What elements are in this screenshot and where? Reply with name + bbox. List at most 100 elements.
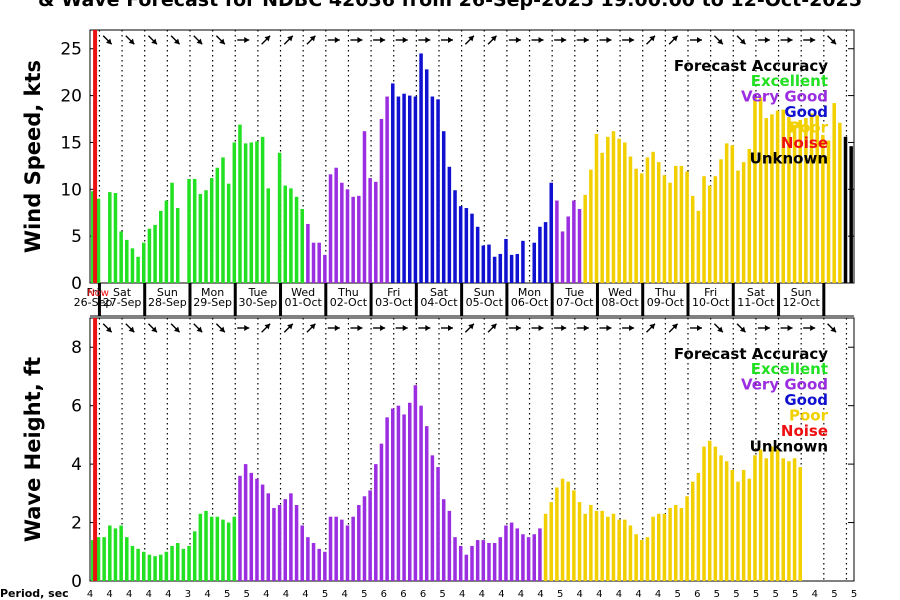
direction-arrow xyxy=(827,35,837,45)
wind-bar xyxy=(255,141,259,283)
wind-bar xyxy=(175,208,180,283)
period-value: 5 xyxy=(792,589,798,600)
direction-arrow xyxy=(440,325,453,331)
period-value: 4 xyxy=(263,589,269,600)
wind-bar xyxy=(475,226,480,283)
wind-bar xyxy=(424,69,429,283)
wind-bar xyxy=(843,136,848,283)
legend-entry: Good xyxy=(784,391,828,409)
wave-bar xyxy=(130,545,135,581)
wind-bar xyxy=(606,136,610,283)
wave-bar xyxy=(294,505,299,581)
direction-arrow xyxy=(215,35,226,45)
wind-bar xyxy=(374,181,378,283)
wave-bar xyxy=(475,540,480,581)
wave-bar xyxy=(328,516,333,581)
period-value: 4 xyxy=(812,589,818,600)
wind-bar xyxy=(226,183,231,283)
wind-bar xyxy=(209,178,214,283)
wind-bar xyxy=(538,226,542,283)
wave-bar xyxy=(407,402,412,581)
wave-bar xyxy=(628,525,633,581)
wind-bar xyxy=(657,162,661,283)
day-date-label: 07-Oct xyxy=(556,296,594,309)
period-value: 6 xyxy=(420,589,426,600)
wave-bar xyxy=(577,502,582,581)
wind-bar xyxy=(617,138,621,283)
direction-arrow xyxy=(464,323,475,333)
day-date-label: 09-Oct xyxy=(647,296,685,309)
wave-bar xyxy=(391,408,395,581)
day-date-label: 02-Oct xyxy=(330,296,368,309)
direction-arrow xyxy=(102,323,113,333)
wind-bar xyxy=(345,189,350,283)
direction-arrow xyxy=(193,323,203,333)
day-date-label: 06-Oct xyxy=(511,296,549,309)
wind-bar xyxy=(436,99,440,283)
wave-bar xyxy=(787,461,791,581)
wind-bar xyxy=(430,96,435,283)
period-value: 4 xyxy=(106,589,112,600)
wind-bar xyxy=(294,196,299,283)
legend-entry: Poor xyxy=(789,407,829,425)
day-date-label: 26-Sep xyxy=(74,296,113,309)
wave-bar xyxy=(91,540,95,581)
wave-bar xyxy=(215,516,220,581)
wave-bar xyxy=(125,537,129,581)
period-value: 5 xyxy=(361,589,367,600)
wind-bar xyxy=(640,173,644,283)
direction-arrow xyxy=(215,323,226,333)
wind-bar xyxy=(334,167,338,283)
wave-bar xyxy=(340,519,344,581)
wave-bar xyxy=(260,484,265,581)
wind-bar xyxy=(142,242,146,283)
wind-bar xyxy=(532,242,537,283)
wave-bar xyxy=(662,513,667,581)
wind-bar xyxy=(464,208,469,283)
wave-bar xyxy=(730,469,735,581)
wave-bar xyxy=(192,531,197,581)
wave-bar xyxy=(747,478,752,581)
wave-bar xyxy=(617,519,621,581)
wind-bar xyxy=(492,256,497,283)
y-tick-label: 8 xyxy=(71,338,82,358)
wind-bar xyxy=(792,124,797,283)
wave-bar xyxy=(685,496,689,581)
direction-arrow xyxy=(599,325,612,331)
wind-bar xyxy=(498,253,503,283)
wind-bar xyxy=(453,190,457,283)
wind-bar xyxy=(753,96,757,283)
direction-arrow xyxy=(622,37,635,43)
direction-arrow xyxy=(531,325,544,331)
wave-bar xyxy=(555,487,559,581)
direction-arrow xyxy=(622,325,635,331)
day-name-label: Mon xyxy=(201,286,224,299)
wind-bar xyxy=(560,231,565,283)
wave-bar xyxy=(657,513,661,581)
direction-arrow xyxy=(713,323,724,333)
wave-bar xyxy=(317,548,321,581)
wind-bar xyxy=(679,165,684,283)
legend-entry: Unknown xyxy=(750,150,828,168)
period-value: 4 xyxy=(126,589,132,600)
period-value: 4 xyxy=(165,589,171,600)
wind-bar xyxy=(419,53,423,283)
direction-arrow xyxy=(125,323,135,333)
wind-bar xyxy=(266,188,271,283)
wind-bar xyxy=(379,119,384,283)
legend-entry: Good xyxy=(784,103,828,121)
day-name-label: Thu xyxy=(654,286,676,299)
day-name-label: Sat xyxy=(747,286,766,299)
direction-arrow xyxy=(418,37,431,43)
direction-arrow xyxy=(170,35,181,45)
legend-entry: Unknown xyxy=(750,438,828,456)
wave-bar xyxy=(413,385,418,581)
wave-bar xyxy=(147,554,152,581)
direction-arrow xyxy=(306,323,316,333)
direction-arrow xyxy=(780,37,793,43)
wave-bar xyxy=(634,534,638,581)
period-value: 4 xyxy=(341,589,347,600)
wave-bar xyxy=(204,510,208,581)
wave-bar xyxy=(379,443,384,581)
